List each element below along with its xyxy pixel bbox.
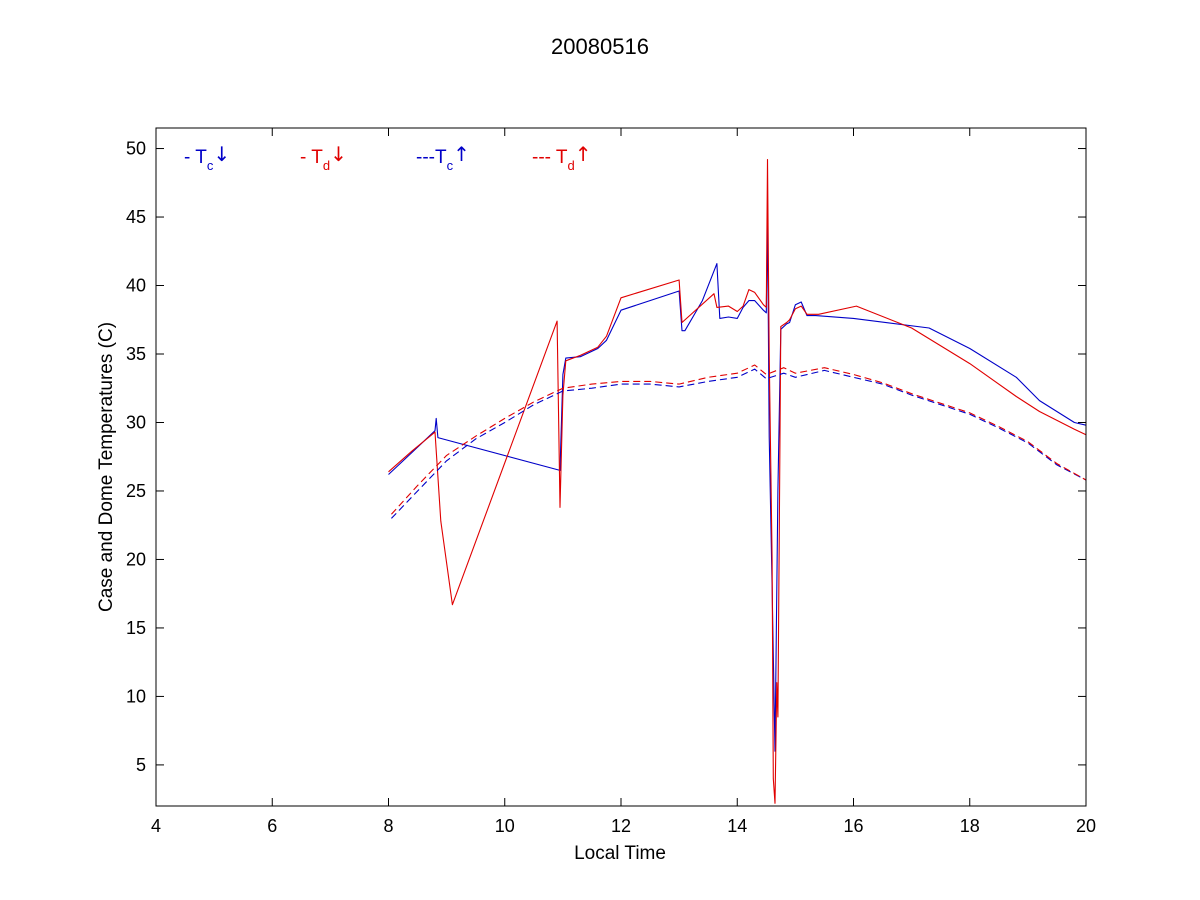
y-tick-label: 10: [126, 686, 146, 706]
legend-dash: -: [184, 147, 195, 168]
up-arrow-icon: ↑: [575, 142, 592, 166]
x-tick-label: 20: [1076, 816, 1096, 836]
y-tick-label: 50: [126, 139, 146, 159]
down-arrow-icon: ↓: [213, 142, 230, 166]
x-tick-label: 18: [960, 816, 980, 836]
y-tick-label: 5: [136, 755, 146, 775]
up-arrow-icon: ↑: [453, 142, 470, 166]
legend-entry-1: - Tc↓: [184, 142, 230, 173]
y-tick-label: 15: [126, 618, 146, 638]
series-line-2: [388, 158, 1087, 804]
y-tick-label: 30: [126, 412, 146, 432]
legend-subscript: d: [323, 158, 330, 173]
x-tick-label: 10: [495, 816, 515, 836]
y-tick-label: 40: [126, 276, 146, 296]
legend-symbol: T: [435, 147, 447, 168]
x-tick-label: 14: [727, 816, 747, 836]
y-axis-label: Case and Dome Temperatures (C): [96, 322, 117, 612]
legend-entry-2: - Td↓: [300, 142, 347, 173]
y-tick-label: 45: [126, 207, 146, 227]
legend-dash: ---: [532, 147, 556, 168]
legend-entry-4: --- Td↑: [532, 142, 592, 173]
down-arrow-icon: ↓: [330, 142, 347, 166]
y-tick-label: 35: [126, 344, 146, 364]
legend-dash: ---: [416, 147, 435, 168]
series-line-4: [390, 364, 1087, 515]
series-line-1: [388, 213, 1087, 752]
x-tick-label: 12: [611, 816, 631, 836]
legend-symbol: T: [556, 147, 568, 168]
x-tick-label: 4: [151, 816, 161, 836]
legend: - Tc↓ - Td↓ ---Tc↑ --- Td↑: [184, 142, 592, 173]
legend-symbol: T: [311, 147, 323, 168]
legend-subscript: c: [207, 158, 214, 173]
y-tick-label: 25: [126, 481, 146, 501]
x-tick-label: 6: [267, 816, 277, 836]
legend-symbol: T: [195, 147, 207, 168]
axes-box: [155, 127, 1087, 807]
series-line-3: [391, 368, 1087, 519]
legend-subscript: d: [568, 158, 575, 173]
chart-title: 20080516: [551, 34, 649, 59]
x-tick-label: 8: [383, 816, 393, 836]
x-axis-label: Local Time: [574, 843, 666, 864]
plot-area: 4 6 8 10 12 14 16 18 20 5 10 15 20 25 30 35 40 45 50: [126, 127, 1096, 836]
legend-dash: -: [300, 147, 311, 168]
x-tick-label: 16: [843, 816, 863, 836]
legend-subscript: c: [447, 158, 454, 173]
legend-entry-3: ---Tc↑: [416, 142, 470, 173]
y-tick-label: 20: [126, 549, 146, 569]
